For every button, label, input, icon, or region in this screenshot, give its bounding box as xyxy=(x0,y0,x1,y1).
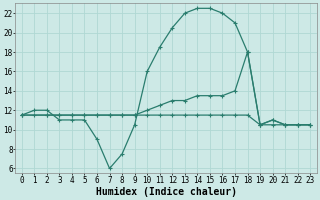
X-axis label: Humidex (Indice chaleur): Humidex (Indice chaleur) xyxy=(95,186,236,197)
